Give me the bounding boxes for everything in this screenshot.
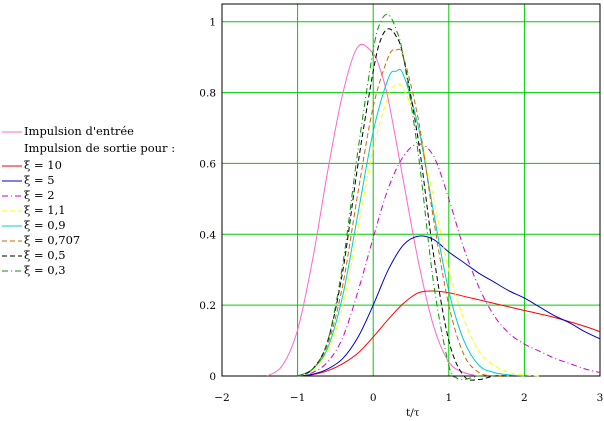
- plot-frame: [221, 3, 601, 377]
- series-line-8: [297, 13, 495, 381]
- y-tick-label: 1: [209, 17, 216, 29]
- legend-swatch: [2, 195, 22, 197]
- series-line-0: [267, 43, 480, 377]
- x-axis-label: t/τ: [406, 407, 420, 419]
- x-tick-labels: −2 −1 0 1 2 3: [214, 392, 603, 404]
- legend-label: Impulsion d'entrée: [24, 124, 134, 138]
- legend-entry: ξ = 0,707: [2, 233, 207, 248]
- x-tick-label: 0: [370, 392, 377, 404]
- legend-entry-input: Impulsion d'entrée: [2, 124, 207, 139]
- x-tick-label: −2: [214, 392, 229, 404]
- legend-swatch: [2, 270, 22, 272]
- legend-entry: ξ = 2: [2, 188, 207, 203]
- legend-swatch: [2, 255, 22, 257]
- legend-label: ξ = 1,1: [24, 203, 66, 217]
- y-tick-labels: 0 0.2 0.4 0.6 0.8 1: [199, 17, 216, 383]
- legend-swatch: [2, 131, 22, 133]
- legend-heading: Impulsion de sortie pour :: [24, 141, 176, 155]
- legend-swatch: [2, 180, 22, 182]
- legend-entry: ξ = 10: [2, 158, 207, 173]
- legend-label: ξ = 10: [24, 158, 62, 172]
- series-line-5: [297, 68, 525, 377]
- series-line-3: [297, 143, 601, 377]
- legend-label: ξ = 2: [24, 188, 55, 202]
- y-tick-label: 0: [209, 371, 216, 383]
- legend-swatch: [2, 210, 22, 212]
- legend-label: ξ = 0,9: [24, 218, 66, 232]
- series-line-1: [297, 290, 601, 377]
- x-tick-label: 2: [521, 392, 528, 404]
- grid: [221, 4, 601, 377]
- legend-label: ξ = 5: [24, 173, 55, 187]
- y-tick-label: 0.6: [199, 158, 216, 170]
- legend: Impulsion d'entrée Impulsion de sortie p…: [2, 124, 207, 278]
- series-line-4: [297, 83, 540, 377]
- legend-entry: ξ = 0,5: [2, 248, 207, 263]
- y-tick-label: 0.2: [199, 300, 216, 312]
- legend-label: ξ = 0,5: [24, 248, 66, 262]
- y-tick-label: 0.8: [199, 88, 216, 100]
- series-line-7: [297, 28, 510, 381]
- legend-entry: Impulsion d'entrée: [2, 124, 207, 139]
- series-line-6: [297, 48, 510, 377]
- legend-label: ξ = 0,3: [24, 263, 66, 277]
- x-tick-label: −1: [290, 392, 305, 404]
- series-layer: [267, 13, 601, 381]
- y-tick-label: 0.4: [199, 229, 216, 241]
- series-line-2: [297, 235, 601, 377]
- legend-swatch: [2, 165, 22, 167]
- legend-label: ξ = 0,707: [24, 233, 81, 247]
- legend-swatch: [2, 240, 22, 242]
- legend-swatch: [2, 225, 22, 227]
- x-tick-label: 3: [597, 392, 604, 404]
- legend-entry: ξ = 5: [2, 173, 207, 188]
- legend-entry: ξ = 1,1: [2, 203, 207, 218]
- legend-entry: ξ = 0,9: [2, 218, 207, 233]
- legend-entry: ξ = 0,3: [2, 263, 207, 278]
- x-tick-label: 1: [445, 392, 452, 404]
